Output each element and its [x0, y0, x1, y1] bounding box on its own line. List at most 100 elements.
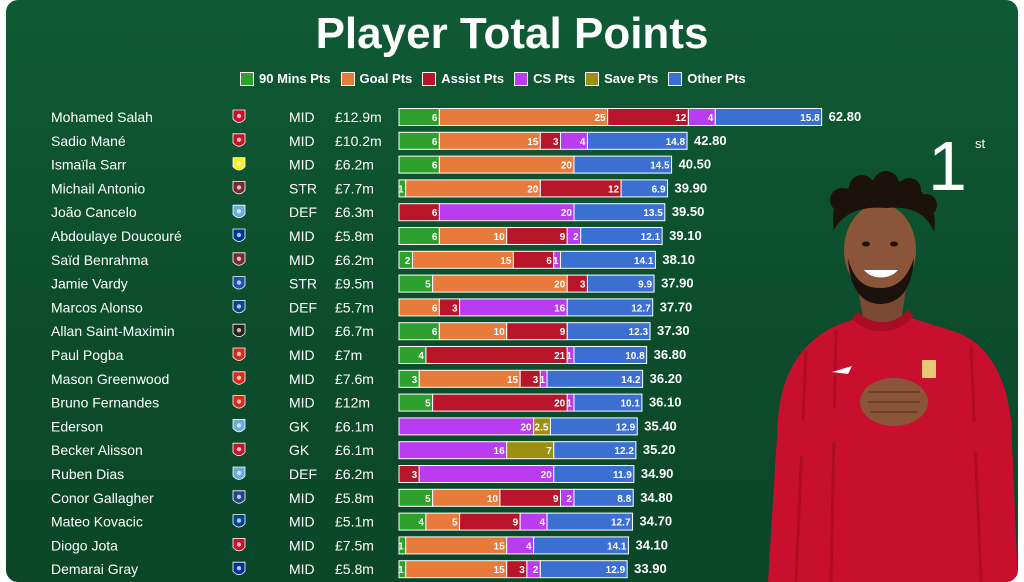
bar-segment-assist — [506, 227, 568, 245]
chart-panel: Player Total Points 90 Mins Pts Goal Pts… — [6, 0, 1018, 582]
segment-label: 6 — [432, 113, 438, 124]
player-price: £6.2m — [335, 252, 374, 268]
segment-label: 15 — [500, 256, 512, 267]
player-row: Ismaïla Sarr MID £6.2m 6 20 14.5 40.50 — [51, 155, 711, 174]
bar-segment-other — [566, 298, 654, 317]
player-name: Ismaïla Sarr — [51, 157, 127, 173]
segment-label: 6 — [432, 303, 438, 314]
total-label: 62.80 — [829, 109, 862, 124]
player-price: £6.3m — [335, 204, 374, 220]
player-position: MID — [289, 490, 315, 506]
player-row: Ederson GK £6.1m 20 2.5 12.9 35.40 — [51, 417, 677, 436]
westham-badge-emblem — [236, 256, 242, 261]
player-position: MID — [289, 395, 315, 411]
segment-label: 20 — [554, 280, 566, 291]
legend-item-90-mins: 90 Mins Pts — [240, 71, 331, 86]
player-name: Michail Antonio — [51, 180, 145, 196]
mancity-badge-emblem — [236, 470, 242, 476]
bar-segment-other — [560, 250, 656, 269]
everton-badge-emblem — [236, 566, 242, 571]
segment-label: 3 — [519, 565, 525, 576]
segment-label: 1 — [398, 541, 404, 552]
segment-label: 20 — [541, 470, 553, 481]
segment-label: 6.9 — [652, 184, 666, 195]
player-name: Saïd Benrahma — [51, 252, 148, 268]
player-price: £7.5m — [335, 537, 374, 553]
leicester-badge-emblem — [236, 280, 242, 285]
total-label: 38.10 — [662, 252, 695, 267]
total-label: 39.90 — [675, 180, 708, 195]
segment-label: 2 — [566, 494, 572, 505]
bar-segment-cs — [398, 417, 535, 436]
bar-segment-other — [573, 203, 666, 222]
player-price: £10.2m — [335, 133, 382, 149]
player-position: GK — [289, 442, 310, 458]
player-position: MID — [289, 537, 315, 553]
segment-label: 6 — [432, 232, 438, 243]
segment-label: 12 — [675, 113, 687, 124]
bar-segment-goal — [405, 536, 508, 555]
segment-label: 20 — [527, 184, 539, 195]
bar-segment-goal — [438, 108, 609, 126]
player-price: £5.8m — [335, 490, 374, 506]
total-label: 39.10 — [669, 228, 702, 243]
liverpool-badge-emblem — [236, 542, 242, 547]
player-position: MID — [289, 371, 315, 387]
bar-segment-other — [580, 227, 663, 245]
bar-segment-other — [714, 108, 823, 126]
player-price: £6.1m — [335, 442, 374, 458]
player-row: Saïd Benrahma MID £6.2m 2 15 6 1 14.1 38.10 — [51, 250, 695, 269]
total-label: 34.70 — [640, 514, 673, 529]
swoosh-icon — [832, 366, 852, 374]
legend-swatch — [585, 71, 600, 86]
player-row: Allan Saint-Maximin MID £6.7m 6 10 9 12.3 37.30 — [51, 322, 690, 341]
legend-swatch — [240, 71, 254, 86]
total-label: 34.90 — [641, 466, 674, 481]
player-row: Mason Greenwood MID £7.6m 3 15 3 1 14.2 36.20 — [51, 369, 683, 388]
segment-label: 8.8 — [617, 494, 631, 505]
bar-segment-goal — [405, 560, 508, 579]
legend-label: Save Pts — [604, 71, 659, 86]
bar-segment-assist — [506, 322, 568, 341]
mancity-badge-emblem — [236, 423, 242, 428]
bar-segment-cs — [438, 203, 575, 222]
liverpool-badge-emblem — [236, 113, 242, 119]
segment-label: 10 — [494, 232, 506, 243]
segment-label: 12.7 — [631, 303, 651, 314]
bar-segment-cs — [398, 441, 508, 460]
manutd-badge-emblem — [236, 375, 242, 380]
segment-label: 14.8 — [666, 137, 686, 148]
legend-swatch — [514, 71, 529, 86]
bar-segment-other — [620, 179, 669, 198]
player-price: £5.1m — [335, 514, 374, 530]
legend-swatch — [668, 71, 683, 86]
player-position: MID — [289, 228, 315, 244]
segment-label: 10.8 — [625, 351, 645, 362]
chart-title: Player Total Points — [315, 9, 709, 58]
segment-label: 2 — [573, 232, 579, 243]
segment-label: 4 — [539, 518, 545, 529]
player-position: DEF — [289, 204, 317, 220]
player-row: Abdoulaye Doucouré MID £5.8m 6 10 9 2 12.1 39.10 — [51, 227, 702, 245]
player-price: £6.7m — [335, 323, 374, 339]
player-name: Conor Gallagher — [51, 490, 154, 506]
segment-label: 13.5 — [643, 208, 663, 219]
segment-label: 25 — [595, 113, 607, 124]
segment-label: 1 — [398, 184, 404, 195]
segment-label: 14.5 — [650, 161, 670, 172]
legend-label: Goal Pts — [359, 71, 413, 86]
player-position: STR — [289, 276, 317, 292]
player-name: Ederson — [51, 418, 103, 434]
segment-label: 9 — [560, 232, 566, 243]
segment-label: 1 — [398, 565, 404, 576]
bar-segment-goal — [432, 274, 568, 293]
manutd-badge-emblem — [236, 351, 242, 357]
legend: 90 Mins Pts Goal Pts Assist Pts CS Pts S… — [240, 71, 756, 86]
bar-segment-goal — [411, 250, 514, 269]
segment-label: 20 — [561, 208, 573, 219]
player-price: £5.8m — [335, 228, 374, 244]
total-label: 36.20 — [650, 371, 683, 386]
player-name: Becker Alisson — [51, 442, 143, 458]
rank-number: 1 — [928, 127, 967, 205]
bar-segment-assist — [499, 488, 562, 507]
